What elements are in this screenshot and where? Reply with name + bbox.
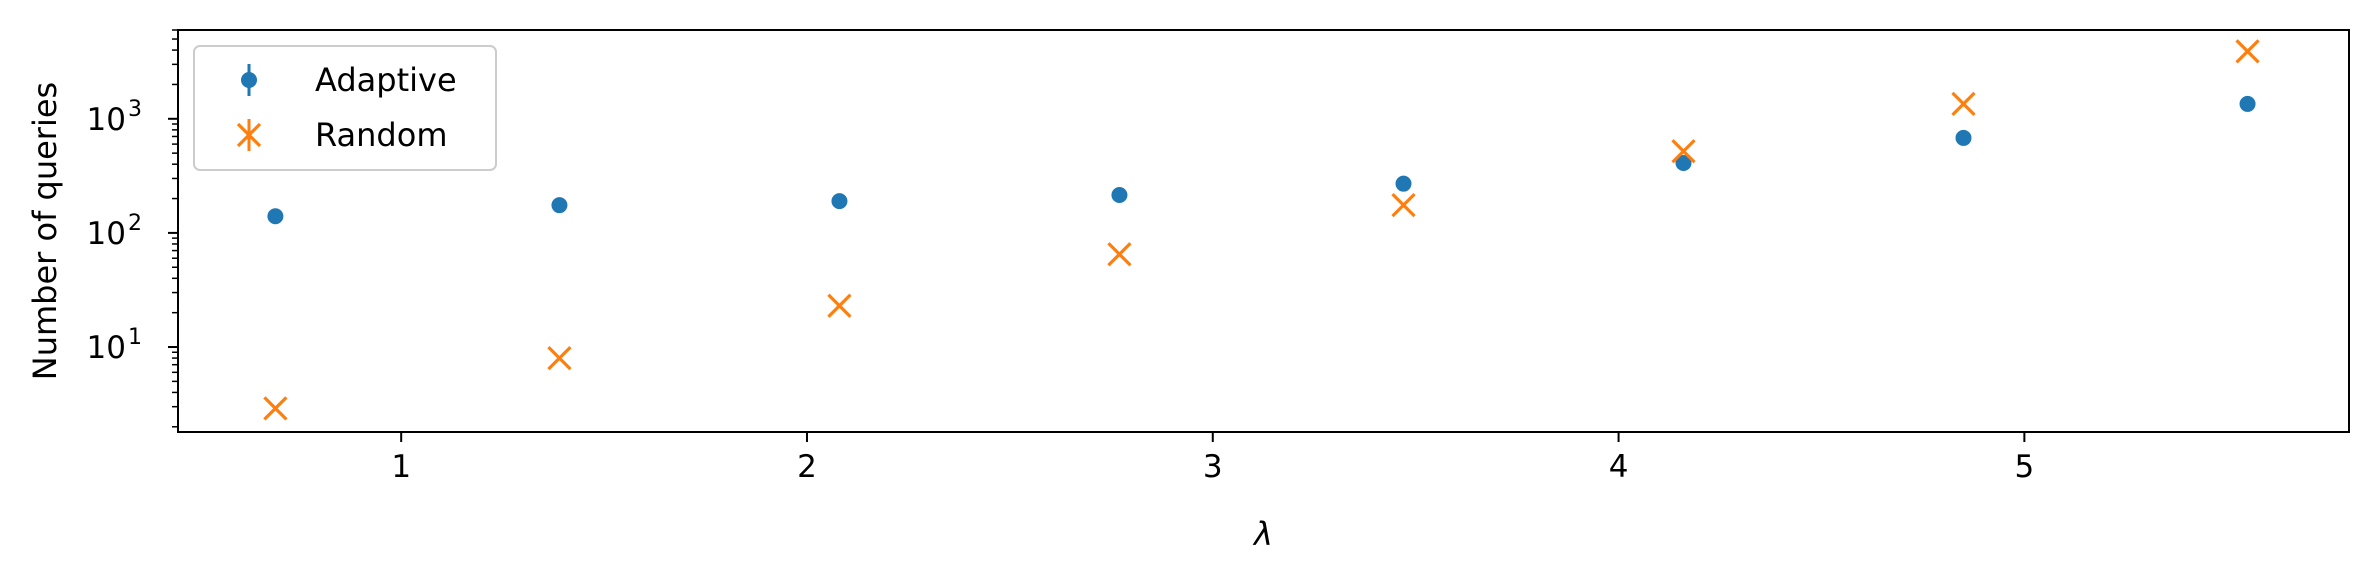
data-point-random	[1391, 193, 1416, 218]
y-tick-label: 10	[87, 330, 126, 366]
data-point-random	[263, 396, 288, 421]
data-point-random	[827, 293, 852, 318]
data-point-adaptive	[1111, 186, 1128, 203]
data-point-adaptive	[267, 208, 284, 225]
series-adaptive	[267, 95, 2256, 225]
x-tick-label: 4	[1609, 449, 1629, 485]
data-point-random	[1951, 91, 1976, 117]
legend-item-random: Random	[236, 116, 447, 154]
legend-box	[193, 45, 497, 171]
legend-item-adaptive: Adaptive	[241, 61, 457, 99]
legend-marker-x	[236, 122, 262, 148]
y-tick-label: 10	[87, 216, 126, 252]
data-point-adaptive	[1675, 154, 1692, 171]
x-tick-label: 3	[1203, 449, 1223, 485]
y-tick-label: 10	[87, 102, 126, 138]
chart-marks	[263, 39, 2260, 421]
legend-label: Random	[315, 116, 447, 154]
y-axis-label: Number of queries	[26, 82, 64, 380]
y-tick-exponent: 1	[128, 325, 142, 350]
x-axis-label: λ	[1252, 515, 1273, 553]
data-point-adaptive	[1955, 129, 1972, 146]
data-point-adaptive	[551, 197, 568, 214]
legend-marker-circle	[241, 72, 257, 88]
y-tick-exponent: 3	[128, 97, 142, 122]
x-tick-label: 5	[2014, 449, 2034, 485]
x-tick-label: 1	[391, 449, 411, 485]
data-point-random	[2235, 39, 2260, 64]
data-point-adaptive	[831, 193, 848, 210]
data-point-random	[1107, 242, 1132, 267]
y-tick-exponent: 2	[128, 211, 142, 236]
series-random	[263, 39, 2260, 421]
legend: Adaptive Random	[193, 45, 497, 171]
x-tick-label: 2	[797, 449, 817, 485]
data-point-adaptive	[1395, 175, 1412, 192]
data-point-adaptive	[2239, 95, 2256, 112]
data-point-random	[1671, 139, 1696, 164]
data-point-random	[547, 345, 572, 371]
legend-label: Adaptive	[315, 61, 457, 99]
plot-frame	[177, 29, 2350, 433]
